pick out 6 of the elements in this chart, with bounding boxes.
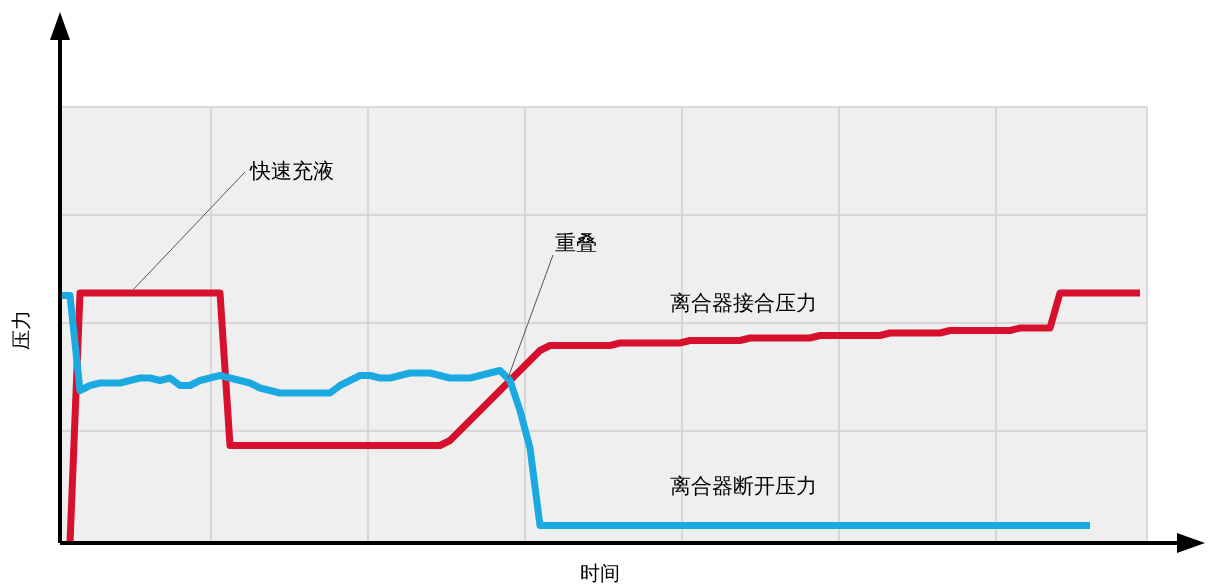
text: 重叠 — [555, 231, 597, 254]
series-label: 离合器接合压力 — [670, 291, 817, 314]
series-label: 离合器断开压力 — [670, 473, 817, 497]
text: 快速充液 — [249, 159, 334, 182]
x-axis-title: 时间 — [580, 562, 620, 584]
y-axis-title: 压力 — [10, 310, 32, 350]
